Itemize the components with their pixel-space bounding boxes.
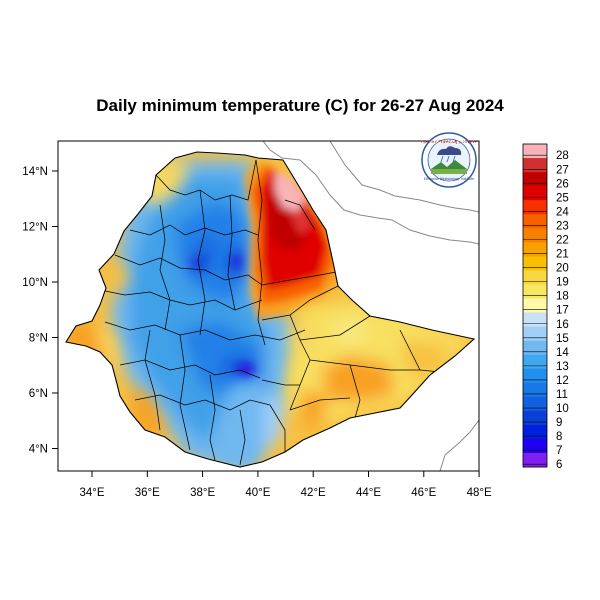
- x-tick-label: 48°E: [467, 487, 492, 499]
- colorbar-label: 11: [556, 389, 568, 401]
- coastlines: [262, 141, 479, 471]
- colorbar-swatch: [523, 368, 547, 384]
- y-tick-label: 4°N: [29, 444, 48, 456]
- colorbar-label: 20: [556, 263, 569, 275]
- colorbar-label: 6: [556, 459, 562, 471]
- colorbar-swatch: [523, 340, 547, 355]
- x-tick-label: 46°E: [411, 487, 436, 499]
- plot-frame: [57, 140, 480, 472]
- colorbar-label: 12: [556, 375, 569, 387]
- x-tick-label: 36°E: [135, 487, 160, 499]
- colorbar-label: 8: [556, 431, 562, 443]
- x-tick-label: 38°E: [190, 487, 215, 499]
- colorbar-swatch: [523, 242, 547, 257]
- colorbar-label: 13: [556, 361, 569, 373]
- y-tick-label: 14°N: [22, 166, 48, 178]
- colorbar-label: 23: [556, 220, 569, 232]
- colorbar-frame: [522, 143, 548, 468]
- colorbar-swatch: [523, 298, 547, 313]
- colorbar-label: 21: [556, 249, 569, 261]
- colorbar-swatch: [523, 354, 547, 369]
- x-axis: 34°E 36°E 38°E 40°E 42°E 44°E 46°E 48°E: [79, 471, 492, 499]
- country-outline: [65, 151, 476, 468]
- x-tick-label: 44°E: [356, 487, 381, 499]
- colorbar-swatch: [523, 396, 547, 412]
- institute-logo: የኢትዮጵያ ሚቲዎሮሎጂ ኢንስቲትዩት Ethiopian Meteorol…: [421, 132, 478, 188]
- colorbar-swatch: [523, 214, 547, 229]
- colorbar-swatch: [523, 172, 547, 187]
- colorbar-label: 26: [556, 178, 569, 190]
- admin-boundaries: [99, 159, 441, 466]
- colorbar-label: 22: [556, 234, 569, 246]
- temperature-field: [66, 152, 474, 467]
- y-axis: 14°N 12°N 10°N 8°N 6°N 4°N: [22, 166, 58, 456]
- colorbar-label: 27: [556, 164, 569, 176]
- colorbar-label: 17: [556, 305, 569, 317]
- colorbar-swatch: [523, 410, 547, 426]
- colorbar-swatch: [523, 452, 547, 468]
- colorbar-swatch: [523, 186, 547, 201]
- colorbar-swatch: [523, 200, 547, 215]
- colorbar-label: 7: [556, 445, 562, 457]
- colorbar-label: 19: [556, 277, 569, 289]
- y-tick-label: 6°N: [29, 388, 48, 400]
- logo-bottom-text: Ethiopian Meteorology Institute: [424, 177, 474, 181]
- colorbar-swatch: [523, 256, 547, 271]
- colorbar-swatch: [523, 424, 547, 440]
- x-tick-label: 34°E: [79, 487, 104, 499]
- colorbar-swatch: [523, 228, 547, 243]
- colorbar-swatch: [523, 158, 547, 173]
- colorbar-label: 24: [556, 206, 569, 218]
- map-title: Daily minimum temperature (C) for 26-27 …: [96, 96, 504, 115]
- colorbar-label: 16: [556, 319, 569, 331]
- y-tick-label: 8°N: [29, 333, 48, 345]
- colorbar: 28 27 26 25 24 23 22 21 20 19 18 17 16 15 14 13 12 11 10 9 8…: [522, 143, 569, 471]
- logo-top-text: የኢትዮጵያ ሚቲዎሮሎጂ ኢንስቲትዩት: [421, 139, 478, 144]
- colorbar-swatch: [523, 382, 547, 398]
- colorbar-label: 15: [556, 333, 569, 345]
- x-tick-label: 42°E: [301, 487, 326, 499]
- colorbar-swatch: [523, 438, 547, 454]
- colorbar-label: 14: [556, 347, 569, 359]
- colorbar-label: 9: [556, 417, 562, 429]
- colorbar-swatch: [523, 284, 547, 299]
- x-tick-label: 40°E: [245, 487, 270, 499]
- colorbar-swatch: [523, 312, 547, 327]
- colorbar-label: 10: [556, 403, 569, 415]
- colorbar-swatch: [523, 326, 547, 341]
- colorbar-label: 18: [556, 291, 569, 303]
- colorbar-label: 25: [556, 192, 569, 204]
- colorbar-label: 28: [556, 150, 569, 162]
- y-tick-label: 10°N: [22, 277, 48, 289]
- colorbar-swatch: [523, 144, 547, 159]
- colorbar-swatch: [523, 270, 547, 285]
- y-tick-label: 12°N: [22, 222, 48, 234]
